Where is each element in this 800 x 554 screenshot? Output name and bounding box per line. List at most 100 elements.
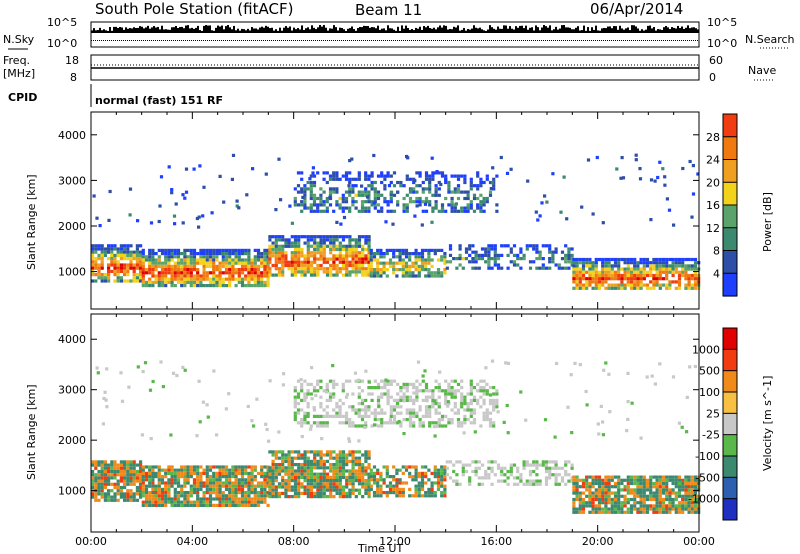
heatmap-cell [322, 251, 326, 255]
heatmap-cell [303, 270, 307, 274]
heatmap-cell [215, 484, 219, 488]
heatmap-cell [325, 382, 329, 386]
heatmap-cell [175, 373, 179, 378]
heatmap-cell [208, 261, 213, 265]
heatmap-cell [306, 475, 310, 479]
heatmap-cell [408, 418, 413, 422]
noise-bar [119, 27, 121, 33]
heatmap-cell [681, 497, 685, 502]
heatmap-cell [655, 504, 659, 508]
heatmap-cell [395, 401, 400, 406]
search-noise-dot [463, 40, 464, 41]
heatmap-cell [141, 471, 145, 475]
heatmap-cell [237, 271, 241, 275]
heatmap-cell [231, 497, 235, 501]
heatmap-cell [395, 274, 399, 278]
heatmap-cell [357, 392, 361, 396]
noise-bar [695, 28, 697, 33]
heatmap-cell [528, 244, 533, 248]
search-noise-dot [223, 40, 224, 41]
heatmap-cell [312, 408, 317, 412]
heatmap-cell [677, 494, 682, 498]
heatmap-cell [401, 487, 405, 491]
heatmap-cell [588, 501, 592, 505]
heatmap-cell [604, 475, 608, 479]
heatmap-cell [415, 386, 419, 390]
heatmap-cell [421, 200, 425, 204]
heatmap-cell [490, 181, 494, 185]
heatmap-cell [271, 273, 275, 277]
heatmap-cell [237, 478, 241, 482]
heatmap-cell [361, 257, 365, 261]
heatmap-cell [319, 479, 323, 483]
heatmap-cell [674, 257, 678, 262]
heatmap-cell [151, 465, 155, 469]
heatmap-cell [186, 475, 190, 479]
search-noise-dot [689, 40, 690, 41]
heatmap-cell [300, 190, 304, 194]
heatmap-cell [164, 268, 168, 272]
heatmap-cell [417, 264, 421, 268]
heatmap-cell [306, 267, 310, 271]
heatmap-cell [338, 244, 342, 248]
heatmap-cell [361, 267, 365, 271]
heatmap-cell [110, 473, 114, 477]
heatmap-cell [357, 193, 361, 197]
heatmap-cell [157, 258, 161, 262]
heatmap-cell [454, 202, 458, 206]
heatmap-cell [626, 257, 630, 262]
heatmap-cell [160, 261, 165, 265]
heatmap-cell [607, 283, 611, 287]
heatmap-cell [139, 466, 143, 470]
heatmap-cell [412, 386, 416, 390]
heatmap-cell [244, 274, 248, 278]
heatmap-cell [693, 497, 698, 502]
heatmap-cell [91, 460, 95, 464]
heatmap-cell [649, 261, 653, 265]
heatmap-cell [129, 460, 133, 464]
heatmap-cell [263, 252, 267, 256]
heatmap-cell [638, 167, 642, 171]
heatmap-cell [567, 253, 571, 257]
heatmap-cell [205, 491, 209, 495]
heatmap-cell [610, 478, 614, 482]
noise-bar [407, 28, 409, 33]
heatmap-cell [139, 469, 143, 474]
heatmap-cell [412, 411, 416, 415]
heatmap-cell [541, 460, 545, 464]
heatmap-cell [488, 180, 493, 185]
heatmap-cell [484, 260, 488, 264]
heatmap-cell [460, 421, 464, 425]
heatmap-cell [290, 257, 294, 261]
heatmap-cell [440, 475, 444, 479]
heatmap-cell [221, 271, 225, 275]
heatmap-cell [496, 266, 501, 270]
heatmap-cell [129, 492, 133, 496]
heatmap-cell [110, 247, 114, 251]
heatmap-cell [655, 507, 659, 511]
heatmap-cell [361, 482, 365, 486]
heatmap-cell [281, 469, 285, 473]
heatmap-cell [148, 497, 152, 501]
heatmap-cell [306, 463, 310, 467]
heatmap-cell [398, 248, 402, 252]
heatmap-cell [456, 209, 461, 213]
heatmap-cell [157, 491, 161, 495]
heatmap-cell [450, 386, 454, 390]
heatmap-cell [180, 465, 184, 469]
heatmap-cell [567, 247, 571, 251]
heatmap-cell [263, 491, 267, 495]
noise-bar [463, 27, 465, 33]
heatmap-cell [484, 250, 488, 254]
heatmap-cell [668, 488, 672, 492]
heatmap-cell [401, 491, 405, 495]
heatmap-cell [408, 471, 412, 475]
heatmap-cell [335, 257, 339, 261]
heatmap-cell [379, 471, 383, 475]
heatmap-cell [129, 260, 133, 264]
heatmap-cell [231, 465, 235, 469]
heatmap-cell [235, 199, 239, 203]
heatmap-cell [354, 408, 358, 412]
heatmap-cell [192, 487, 197, 491]
heatmap-cell [575, 491, 579, 495]
